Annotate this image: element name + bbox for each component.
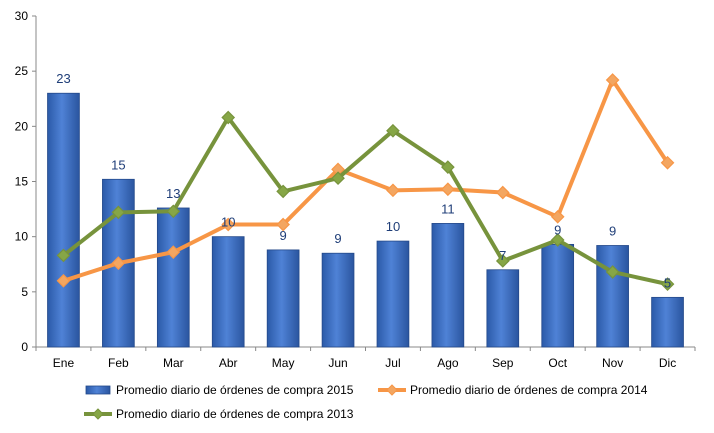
y-tick-label: 15 — [15, 175, 29, 189]
legend-swatch-bar — [85, 385, 111, 395]
y-tick-label: 10 — [15, 230, 29, 244]
line-marker — [56, 248, 71, 263]
line-series — [56, 73, 675, 291]
line-marker — [276, 217, 290, 232]
bar-data-label: 9 — [280, 228, 287, 243]
line-marker — [276, 184, 290, 199]
x-tick-label: Mar — [163, 356, 184, 370]
bar — [266, 249, 300, 348]
bar-data-label: 7 — [499, 248, 506, 263]
line-marker — [550, 233, 565, 247]
legend-swatch-marker — [92, 408, 104, 420]
line-marker — [660, 155, 675, 170]
bar — [156, 207, 190, 348]
x-tick-label: Jul — [385, 356, 400, 370]
line-marker — [221, 110, 236, 125]
line-marker — [166, 204, 181, 219]
legend-swatch-marker — [386, 384, 398, 396]
line-marker — [166, 245, 181, 259]
bar-data-label: 9 — [554, 222, 561, 237]
bar — [541, 243, 575, 348]
x-tick-label: Feb — [108, 356, 129, 370]
legend-label: Promedio diario de órdenes de compra 201… — [116, 383, 354, 397]
bar — [431, 223, 465, 348]
bar — [596, 245, 629, 348]
line-marker — [331, 171, 345, 186]
line-marker — [660, 277, 675, 291]
line-marker — [111, 256, 126, 270]
bar-data-label: 13 — [166, 186, 180, 201]
bar-data-label: 9 — [609, 223, 616, 238]
bar-data-label: 15 — [111, 157, 125, 172]
legend: Promedio diario de órdenes de compra 201… — [84, 383, 648, 421]
x-tick-label: Dic — [659, 356, 676, 370]
x-tick-label: Ene — [53, 356, 75, 370]
legend-label: Promedio diario de órdenes de compra 201… — [116, 407, 354, 421]
line-marker — [56, 273, 71, 288]
x-tick-label: Nov — [602, 356, 623, 370]
line-marker — [386, 183, 400, 198]
line-marker — [605, 73, 620, 87]
x-tick-label: May — [272, 356, 295, 370]
bar-series-2015 — [47, 92, 684, 348]
line-marker — [550, 209, 565, 224]
bar-data-label: 9 — [334, 231, 341, 246]
bar — [47, 92, 80, 348]
bar — [486, 269, 520, 348]
y-tick-label: 25 — [15, 64, 29, 78]
bar-data-label: 5 — [664, 275, 671, 290]
line-marker — [386, 123, 400, 138]
series-line — [61, 115, 670, 287]
axes: 0 5 10 15 20 25 30 Ene Feb Mar Abr May Jun Jul Ago Sep O… — [15, 9, 696, 370]
y-tick-label: 0 — [21, 340, 28, 354]
bar-data-label: 23 — [56, 71, 70, 86]
y-tick-label: 20 — [15, 119, 29, 133]
bar-data-label: 10 — [221, 215, 235, 230]
bar-data-label: 11 — [441, 201, 455, 216]
line-marker — [221, 217, 236, 232]
line-marker — [441, 160, 455, 175]
x-tick-label: Jun — [328, 356, 347, 370]
x-tick-label: Sep — [492, 356, 514, 370]
y-tick-label: 30 — [15, 9, 29, 23]
series-line — [61, 77, 670, 283]
bar — [211, 236, 245, 348]
y-tick-label: 5 — [21, 285, 28, 299]
x-tick-label: Oct — [548, 356, 567, 370]
line-marker — [111, 205, 126, 220]
x-tick-label: Abr — [219, 356, 238, 370]
line-marker — [495, 185, 510, 200]
bar — [651, 296, 684, 348]
legend-label: Promedio diario de órdenes de compra 201… — [410, 383, 648, 397]
bar — [321, 252, 355, 348]
line-marker — [441, 182, 455, 197]
line-marker — [495, 254, 510, 268]
data-labels: 23 15 13 10 9 9 10 11 7 9 9 5 — [56, 71, 671, 290]
x-tick-label: Ago — [437, 356, 459, 370]
bar-data-label: 10 — [386, 219, 400, 234]
line-marker — [605, 265, 620, 279]
bar — [376, 240, 410, 348]
